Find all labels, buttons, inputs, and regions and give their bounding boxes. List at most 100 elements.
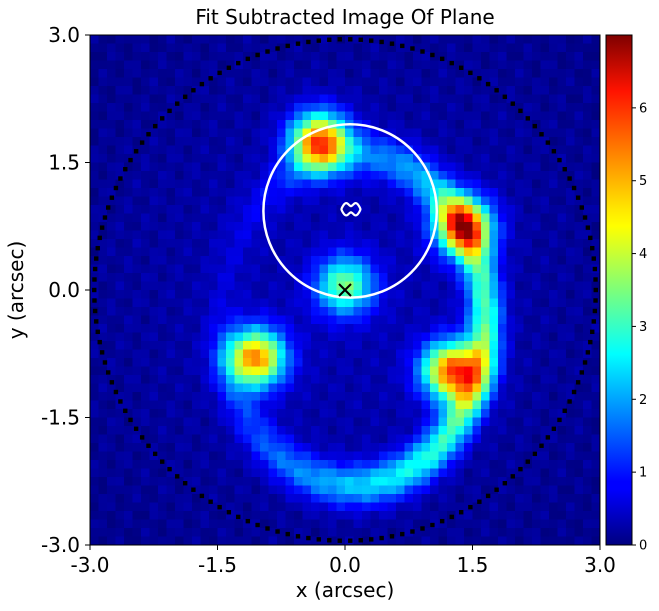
heatmap-cell	[311, 35, 320, 44]
heatmap-cell	[345, 426, 354, 435]
heatmap-cell	[532, 502, 541, 512]
heatmap-cell	[481, 460, 490, 469]
heatmap-cell	[183, 349, 193, 359]
heatmap-cell	[353, 315, 363, 325]
heatmap-cell	[515, 86, 524, 95]
heatmap-cell	[353, 358, 363, 367]
heatmap-cell	[540, 281, 550, 291]
heatmap-cell	[413, 281, 422, 291]
heatmap-cell	[226, 417, 235, 427]
heatmap-cell	[455, 273, 465, 282]
heatmap-cell	[192, 315, 201, 325]
mask-dot	[571, 185, 577, 191]
heatmap-cell	[115, 468, 125, 478]
heatmap-cell	[540, 60, 550, 70]
heatmap-cell	[90, 162, 99, 172]
heatmap-cell	[217, 324, 227, 333]
heatmap-cell	[90, 511, 99, 520]
heatmap-cell	[311, 417, 320, 427]
heatmap-cell	[455, 451, 465, 461]
heatmap-cell	[583, 145, 592, 155]
heatmap-cell	[251, 247, 261, 257]
heatmap-cell	[498, 443, 507, 452]
heatmap-cell	[234, 111, 244, 121]
heatmap-cell	[549, 35, 558, 44]
heatmap-cell	[438, 222, 448, 231]
x-tick-label: -1.5	[198, 553, 237, 577]
heatmap-cell	[515, 358, 524, 367]
heatmap-cell	[523, 494, 533, 503]
heatmap-cell	[251, 239, 261, 248]
heatmap-cell	[447, 307, 456, 316]
heatmap-cell	[311, 451, 320, 461]
heatmap-cell	[438, 256, 448, 265]
heatmap-cell	[421, 451, 431, 461]
heatmap-cell	[141, 366, 150, 376]
mask-dot	[410, 46, 415, 51]
heatmap-cell	[413, 315, 422, 325]
heatmap-cell	[319, 222, 329, 231]
heatmap-cell	[455, 94, 465, 104]
heatmap-cell	[532, 460, 541, 469]
heatmap-cell	[472, 162, 482, 172]
heatmap-cell	[489, 341, 499, 350]
heatmap-cell	[583, 443, 592, 452]
heatmap-cell	[557, 417, 567, 427]
heatmap-cell	[132, 162, 142, 172]
heatmap-cell	[472, 247, 482, 257]
heatmap-cell	[251, 128, 261, 138]
heatmap-cell	[396, 443, 405, 452]
heatmap-cell	[515, 460, 524, 469]
heatmap-cell	[489, 111, 499, 121]
heatmap-cell	[557, 392, 567, 401]
heatmap-cell	[583, 196, 592, 206]
heatmap-cell	[217, 188, 227, 197]
heatmap-cell	[464, 43, 473, 53]
heatmap-cell	[285, 485, 295, 495]
heatmap-cell	[311, 494, 320, 503]
heatmap-cell	[498, 188, 507, 197]
heatmap-cell	[438, 366, 448, 376]
heatmap-cell	[132, 494, 142, 503]
heatmap-cell	[523, 409, 533, 418]
mask-dot	[265, 526, 270, 531]
heatmap-cell	[268, 434, 278, 444]
heatmap-cell	[260, 426, 269, 435]
heatmap-cell	[226, 94, 235, 104]
heatmap-cell	[243, 120, 252, 129]
heatmap-cell	[107, 375, 116, 384]
heatmap-cell	[285, 307, 295, 316]
mask-dot	[579, 370, 584, 375]
heatmap-cell	[430, 179, 439, 189]
heatmap-cell	[379, 264, 388, 274]
heatmap-cell	[540, 536, 550, 545]
heatmap-cell	[183, 196, 193, 206]
heatmap-cell	[387, 426, 397, 435]
heatmap-cell	[353, 60, 363, 70]
heatmap-cell	[362, 451, 371, 461]
heatmap-cell	[132, 290, 142, 299]
heatmap-cell	[311, 290, 320, 299]
heatmap-cell	[430, 60, 439, 70]
heatmap-cell	[379, 383, 388, 393]
heatmap-cell	[200, 264, 210, 274]
heatmap-cell	[285, 256, 295, 265]
heatmap-cell	[294, 366, 303, 376]
heatmap-cell	[260, 94, 269, 104]
heatmap-cell	[404, 247, 414, 257]
heatmap-cell	[387, 528, 397, 537]
heatmap-cell	[209, 230, 218, 240]
heatmap-cell	[209, 60, 218, 70]
heatmap-cell	[506, 103, 516, 112]
heatmap-cell	[574, 417, 584, 427]
heatmap-cell	[430, 366, 439, 376]
heatmap-cell	[345, 358, 354, 367]
heatmap-cell	[506, 451, 516, 461]
heatmap-cell	[353, 400, 363, 410]
heatmap-cell	[583, 375, 592, 384]
heatmap-cell	[557, 60, 567, 70]
heatmap-cell	[591, 460, 600, 469]
heatmap-cell	[200, 358, 210, 367]
heatmap-cell	[396, 485, 405, 495]
heatmap-cell	[353, 375, 363, 384]
